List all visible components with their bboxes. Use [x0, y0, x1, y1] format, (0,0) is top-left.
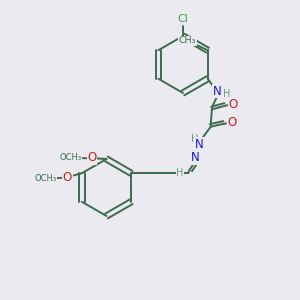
Text: O: O — [229, 98, 238, 111]
Text: N: N — [213, 85, 222, 98]
Text: CH₃: CH₃ — [178, 36, 196, 45]
Text: O: O — [228, 116, 237, 129]
Text: OCH₃: OCH₃ — [35, 174, 57, 183]
Text: OCH₃: OCH₃ — [59, 153, 82, 162]
Text: O: O — [63, 171, 72, 184]
Text: Cl: Cl — [178, 14, 188, 25]
Text: H: H — [191, 134, 199, 144]
Text: N: N — [195, 138, 204, 151]
Text: N: N — [190, 151, 199, 164]
Text: H: H — [223, 89, 231, 99]
Text: O: O — [88, 151, 97, 164]
Text: H: H — [176, 168, 184, 178]
